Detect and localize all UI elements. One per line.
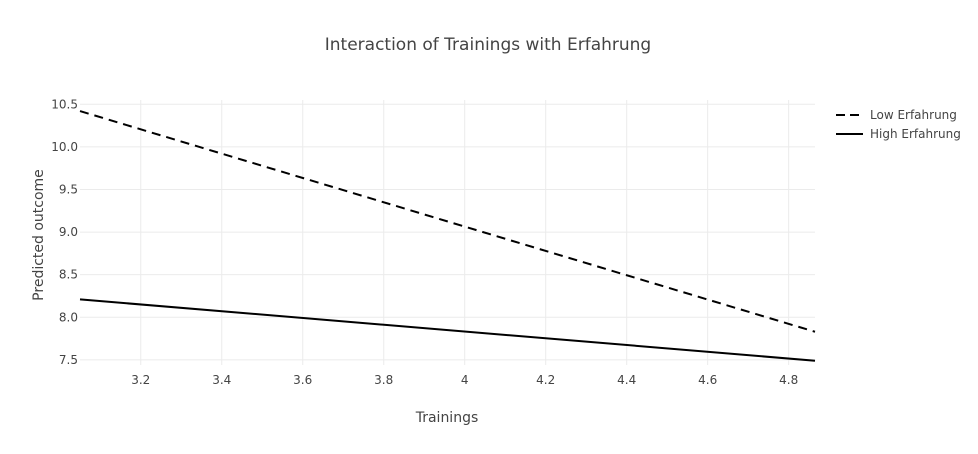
legend-label: High Erfahrung (870, 127, 961, 141)
y-tick-label: 8.5 (59, 268, 78, 282)
x-axis-ticks: 3.2 3.4 3.6 3.8 4 4.2 4.4 4.6 4.8 (131, 373, 798, 387)
series-line-low-erfahrung (79, 110, 816, 333)
grid (80, 100, 815, 365)
legend: Low Erfahrung High Erfahrung (836, 108, 961, 141)
x-tick-label: 3.6 (293, 373, 312, 387)
x-tick-label: 4.8 (779, 373, 798, 387)
x-tick-label: 3.4 (212, 373, 231, 387)
chart-title: Interaction of Trainings with Erfahrung (325, 35, 651, 55)
series-lines (79, 110, 816, 362)
x-tick-label: 4.6 (698, 373, 717, 387)
y-tick-label: 10.5 (51, 97, 78, 111)
series-line-high-erfahrung (79, 298, 816, 362)
x-tick-label: 3.8 (374, 373, 393, 387)
y-axis-ticks: 7.5 8.0 8.5 9.0 9.5 10.0 10.5 (51, 97, 78, 367)
x-tick-label: 4.4 (617, 373, 636, 387)
y-tick-label: 7.5 (59, 353, 78, 367)
y-tick-label: 8.0 (59, 310, 78, 324)
x-tick-label: 4.2 (536, 373, 555, 387)
x-axis-label: Trainings (415, 410, 479, 426)
y-tick-label: 9.0 (59, 225, 78, 239)
legend-label: Low Erfahrung (870, 108, 957, 122)
y-tick-label: 10.0 (51, 140, 78, 154)
x-tick-label: 4 (461, 373, 469, 387)
x-tick-label: 3.2 (131, 373, 150, 387)
y-axis-label: Predicted outcome (31, 169, 47, 301)
y-tick-label: 9.5 (59, 182, 78, 196)
